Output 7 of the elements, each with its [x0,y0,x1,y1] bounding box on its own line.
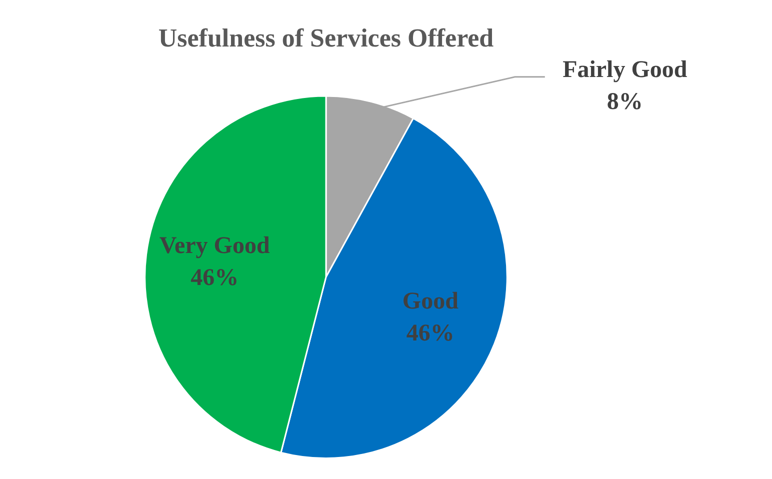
data-label: 8% [606,89,643,116]
slice-label: Very Good [159,233,270,260]
slice-label: Fairly Good [562,57,688,84]
slice-label: Good [402,288,460,315]
data-label: 46% [190,265,239,292]
data-label: 46% [406,320,454,347]
chart-title: Usefulness of Services Offered [158,23,494,52]
